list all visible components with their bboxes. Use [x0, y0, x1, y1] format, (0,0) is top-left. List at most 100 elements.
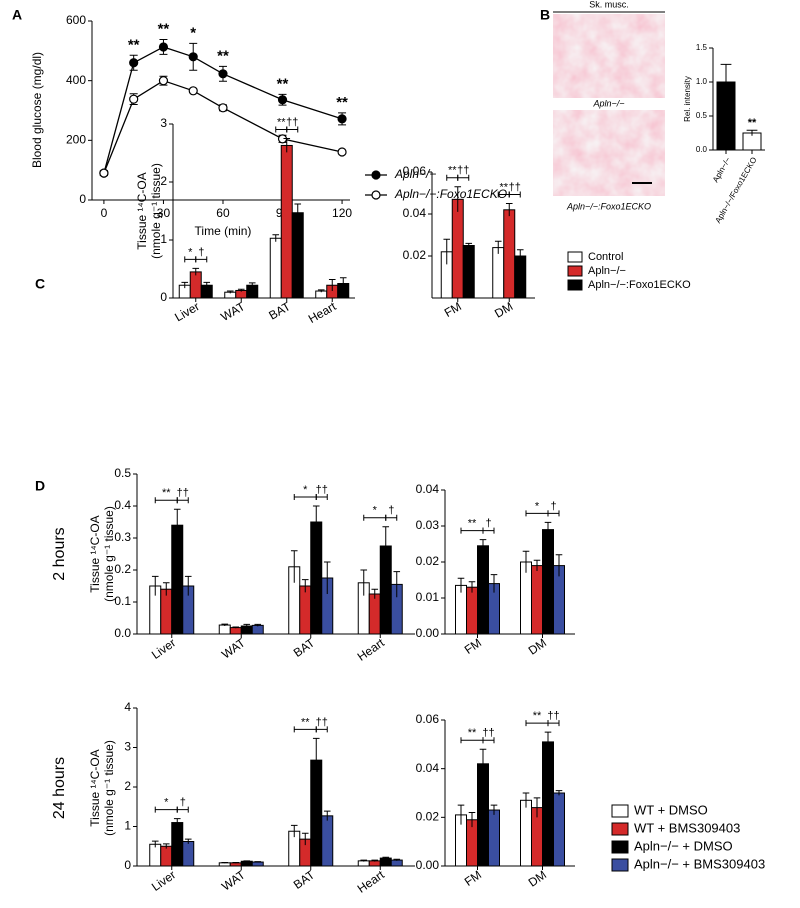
significance-bracket: [457, 174, 470, 181]
significance: **: [336, 94, 348, 111]
significance-bracket: [385, 514, 398, 521]
x-tick-label: Heart: [355, 867, 388, 896]
error-bar: [468, 581, 476, 593]
legend-label: Apln−/−: [394, 167, 436, 181]
x-tick-label: WAT: [219, 635, 248, 661]
legend-swatch: [611, 840, 629, 854]
y-tick-label: 0.4: [114, 498, 131, 512]
y-tick-label: 3: [160, 116, 167, 130]
bar: [451, 198, 464, 299]
significance: *: [303, 484, 308, 496]
bar: [251, 624, 264, 635]
error-bar: [468, 811, 476, 828]
image-caption: Apln−/−: [592, 98, 624, 108]
y-tick-label: 1: [160, 232, 167, 246]
significance: **: [277, 116, 286, 128]
marker: [158, 42, 169, 52]
significance: **: [748, 117, 757, 129]
marker: [158, 76, 169, 86]
significance-bracket: [195, 256, 208, 263]
image-caption: Apln−/−:Foxo1ECKO: [566, 201, 651, 211]
significance-bracket: [547, 720, 560, 727]
bar: [240, 860, 253, 867]
significance: **: [499, 181, 508, 193]
y-tick-label: 0.01: [416, 590, 440, 604]
bar: [466, 586, 478, 635]
panel-label: A: [12, 7, 22, 23]
significance: **: [128, 36, 140, 53]
marker: [188, 52, 198, 62]
error-bar: [720, 63, 732, 100]
legend-label: Apln−/−: [588, 265, 626, 277]
marker: [218, 69, 228, 79]
legend-swatch: [611, 858, 629, 872]
y-axis-label: (nmole g⁻¹ tissue): [149, 163, 163, 259]
bar: [189, 271, 202, 299]
x-tick-label: Liver: [149, 868, 178, 894]
significance: *: [535, 500, 540, 512]
significance: ††: [457, 165, 469, 177]
marker: [218, 103, 228, 113]
bar: [149, 843, 162, 867]
legend-swatch: [567, 251, 583, 263]
legend-label: Apln−/− + DMSO: [634, 838, 733, 853]
significance: †: [485, 518, 491, 530]
error-bar: [339, 277, 347, 290]
panel-label: D: [35, 478, 45, 494]
legend-swatch: [567, 279, 583, 291]
x-tick-label: Heart: [355, 635, 388, 664]
error-bar: [184, 575, 192, 596]
error-bar: [457, 577, 465, 593]
legend-label: Apln−/−:Foxo1ECKO: [394, 187, 507, 201]
y-tick-label: 0: [79, 192, 86, 206]
bar: [368, 593, 381, 635]
legend-marker: [371, 190, 381, 200]
y-tick-label: 2: [124, 779, 131, 793]
error-bar: [522, 550, 530, 573]
y-axis-label: (nmole g⁻¹ tissue): [102, 506, 116, 602]
error-bar: [301, 832, 309, 846]
y-tick-label: 0.0: [114, 626, 131, 640]
bar: [321, 815, 334, 867]
error-bar: [533, 559, 541, 571]
bar: [553, 792, 565, 867]
significance: *: [188, 246, 193, 258]
significance: **: [162, 487, 171, 499]
x-tick-label: WAT: [219, 867, 248, 893]
legend-label: Control: [588, 251, 623, 263]
error-bar: [323, 810, 331, 821]
bar: [503, 209, 516, 299]
error-bar: [272, 234, 280, 242]
x-tick-label: DM: [492, 299, 515, 320]
y-tick-label: 0.00: [416, 858, 440, 872]
significance: †: [388, 505, 394, 517]
significance: *: [164, 797, 169, 809]
error-bar: [184, 838, 192, 844]
x-tick-label: BAT: [266, 299, 293, 323]
marker: [99, 168, 109, 178]
error-bar: [371, 588, 379, 599]
error-bar: [290, 824, 298, 838]
x-tick-label: FM: [462, 636, 484, 657]
x-tick-label: FM: [462, 868, 484, 889]
marker: [129, 58, 139, 68]
error-bar: [203, 281, 211, 289]
bar: [291, 212, 304, 299]
y-tick-label: 0.06: [416, 712, 440, 726]
significance: ††: [316, 484, 328, 496]
y-axis-label: Blood glucose (mg/dl): [30, 52, 44, 168]
significance: **: [468, 727, 477, 739]
x-tick-label: FM: [442, 299, 464, 320]
bar: [171, 822, 184, 867]
significance: **: [277, 75, 289, 92]
significance-bracket: [315, 726, 328, 733]
error-bar: [226, 290, 234, 294]
significance: **: [158, 20, 170, 37]
error-bar: [454, 186, 462, 212]
bar: [229, 862, 242, 867]
bar: [160, 845, 173, 867]
bar: [477, 763, 489, 867]
error-bar: [490, 574, 498, 593]
